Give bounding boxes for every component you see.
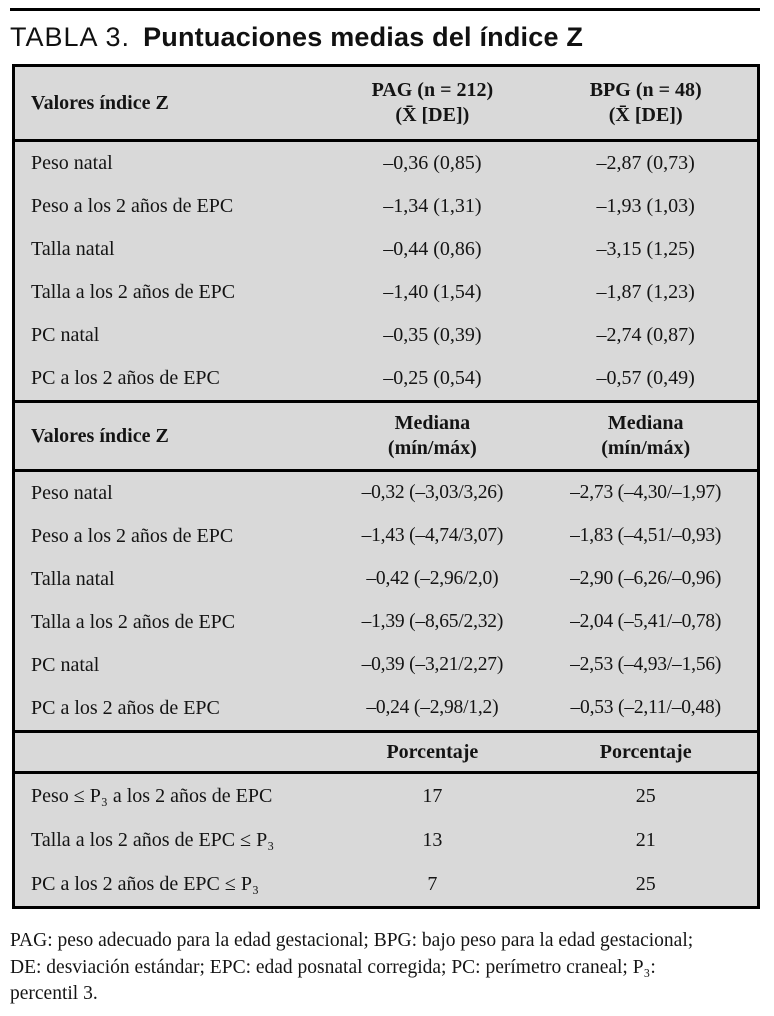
row-label: Talla natal (31, 238, 115, 260)
row-label: Peso natal (31, 482, 113, 504)
row-label: PC natal (31, 654, 100, 676)
table-row: Peso natal –0,32 (–3,03/3,26) –2,73 (–4,… (15, 472, 757, 515)
pag-value: 13 (422, 828, 443, 851)
pag-value: –0,25 (0,54) (383, 367, 482, 389)
pag-value: –1,39 (–8,65/2,32) (361, 611, 504, 633)
table-row: PC natal –0,35 (0,39) –2,74 (0,87) (15, 314, 757, 357)
header-mediana-pag: Mediana (mín/máx) (330, 411, 534, 461)
header-porcentaje-bpg: Porcentaje (599, 740, 692, 763)
section-divider (15, 139, 757, 142)
pag-value: –0,24 (–2,98/1,2) (366, 697, 499, 719)
table-row: PC natal –0,39 (–3,21/2,27) –2,53 (–4,93… (15, 644, 757, 687)
table-title: TABLA 3. Puntuaciones medias del índice Z (10, 21, 583, 53)
table-title-text: Puntuaciones medias del índice Z (143, 22, 584, 52)
table-row: Talla a los 2 años de EPC –1,40 (1,54) –… (15, 271, 757, 314)
table-row: Peso a los 2 años de EPC –1,43 (–4,74/3,… (15, 515, 757, 558)
table-number: TABLA 3. (10, 22, 131, 52)
row-label: Peso ≤ P₃ a los 2 años de EPC (31, 784, 273, 807)
row-label: PC a los 2 años de EPC (31, 367, 220, 389)
header-pag-line1: PAG (n = 212) (371, 79, 494, 101)
table-row: Talla a los 2 años de EPC ≤ P₃ 13 21 (15, 818, 757, 862)
row-label: PC natal (31, 324, 100, 346)
bpg-value: –2,04 (–5,41/–0,78) (570, 611, 722, 633)
table-row: Talla a los 2 años de EPC –1,39 (–8,65/2… (15, 601, 757, 644)
pag-value: –0,39 (–3,21/2,27) (361, 654, 504, 676)
bpg-value: –2,87 (0,73) (596, 152, 695, 174)
header-porcentaje-pag: Porcentaje (386, 740, 479, 763)
bpg-value: –3,15 (1,25) (596, 238, 695, 260)
title-rule (10, 8, 760, 11)
pag-value: –1,43 (–4,74/3,07) (361, 525, 504, 547)
row-label: PC a los 2 años de EPC (31, 697, 220, 719)
header-mediana-line1: Mediana (607, 412, 684, 434)
bpg-value: –2,90 (–6,26/–0,96) (570, 568, 722, 590)
header-mediana-line2: (mín/máx) (387, 437, 477, 459)
row-label: Peso a los 2 años de EPC (31, 195, 234, 217)
pag-value: –0,36 (0,85) (383, 152, 482, 174)
bpg-value: 21 (635, 828, 656, 851)
bpg-value: –0,53 (–2,11/–0,48) (570, 697, 721, 719)
section-divider (15, 469, 757, 472)
pag-value: –1,40 (1,54) (383, 281, 482, 303)
table-header-median: Valores índice Z Mediana (mín/máx) Media… (15, 403, 757, 469)
table-row: PC a los 2 años de EPC –0,24 (–2,98/1,2)… (15, 687, 757, 730)
header-bpg-line1: BPG (n = 48) (589, 79, 702, 101)
table-row: Talla natal –0,42 (–2,96/2,0) –2,90 (–6,… (15, 558, 757, 601)
pag-value: –0,35 (0,39) (383, 324, 482, 346)
header-mediana-line2: (mín/máx) (601, 437, 691, 459)
header-pag-line2: (X̄ [DE]) (395, 104, 470, 126)
pag-value: 7 (427, 872, 438, 895)
pag-value: –1,34 (1,31) (383, 195, 482, 217)
row-label: Talla a los 2 años de EPC (31, 611, 236, 633)
pag-value: –0,42 (–2,96/2,0) (366, 568, 499, 590)
bpg-value: –2,73 (–4,30/–1,97) (570, 482, 722, 504)
row-label: Peso a los 2 años de EPC (31, 525, 234, 547)
bpg-value: –2,74 (0,87) (596, 324, 695, 346)
bpg-value: –0,57 (0,49) (596, 367, 695, 389)
header-pag-column: PAG (n = 212) (X̄ [DE]) (330, 78, 534, 128)
bpg-value: –1,87 (1,23) (596, 281, 695, 303)
z-index-table: Valores índice Z PAG (n = 212) (X̄ [DE])… (12, 64, 760, 909)
bpg-value: –1,93 (1,03) (596, 195, 695, 217)
bpg-value: 25 (635, 872, 656, 895)
row-label: Talla natal (31, 568, 115, 590)
header-valores-indice-z: Valores índice Z (31, 91, 169, 114)
table-row: Peso a los 2 años de EPC –1,34 (1,31) –1… (15, 185, 757, 228)
header-valores-indice-z: Valores índice Z (31, 424, 169, 447)
section-divider (15, 730, 757, 733)
pag-value: –0,32 (–3,03/3,26) (361, 482, 504, 504)
bpg-value: –2,53 (–4,93/–1,56) (570, 654, 722, 676)
pag-value: 17 (422, 784, 443, 807)
header-bpg-column: BPG (n = 48) (X̄ [DE]) (534, 78, 757, 128)
section-divider (15, 771, 757, 774)
table-row: Peso ≤ P₃ a los 2 años de EPC 17 25 (15, 774, 757, 818)
header-bpg-line2: (X̄ [DE]) (608, 104, 683, 126)
row-label: Talla a los 2 años de EPC (31, 281, 236, 303)
table-header-mean: Valores índice Z PAG (n = 212) (X̄ [DE])… (15, 67, 757, 139)
bpg-value: –1,83 (–4,51/–0,93) (570, 525, 722, 547)
table-header-percent: Porcentaje Porcentaje (15, 733, 757, 771)
header-mediana-line1: Mediana (394, 412, 471, 434)
table-footnote: PAG: peso adecuado para la edad gestacio… (10, 930, 694, 1004)
row-label: Talla a los 2 años de EPC ≤ P₃ (31, 828, 275, 851)
bpg-value: 25 (635, 784, 656, 807)
table-row: Talla natal –0,44 (0,86) –3,15 (1,25) (15, 228, 757, 271)
table-row: PC a los 2 años de EPC –0,25 (0,54) –0,5… (15, 357, 757, 400)
table-row: Peso natal –0,36 (0,85) –2,87 (0,73) (15, 142, 757, 185)
header-mediana-bpg: Mediana (mín/máx) (534, 411, 757, 461)
row-label: Peso natal (31, 152, 113, 174)
pag-value: –0,44 (0,86) (383, 238, 482, 260)
row-label: PC a los 2 años de EPC ≤ P₃ (31, 872, 259, 895)
table-row: PC a los 2 años de EPC ≤ P₃ 7 25 (15, 862, 757, 906)
section-divider (15, 400, 757, 403)
